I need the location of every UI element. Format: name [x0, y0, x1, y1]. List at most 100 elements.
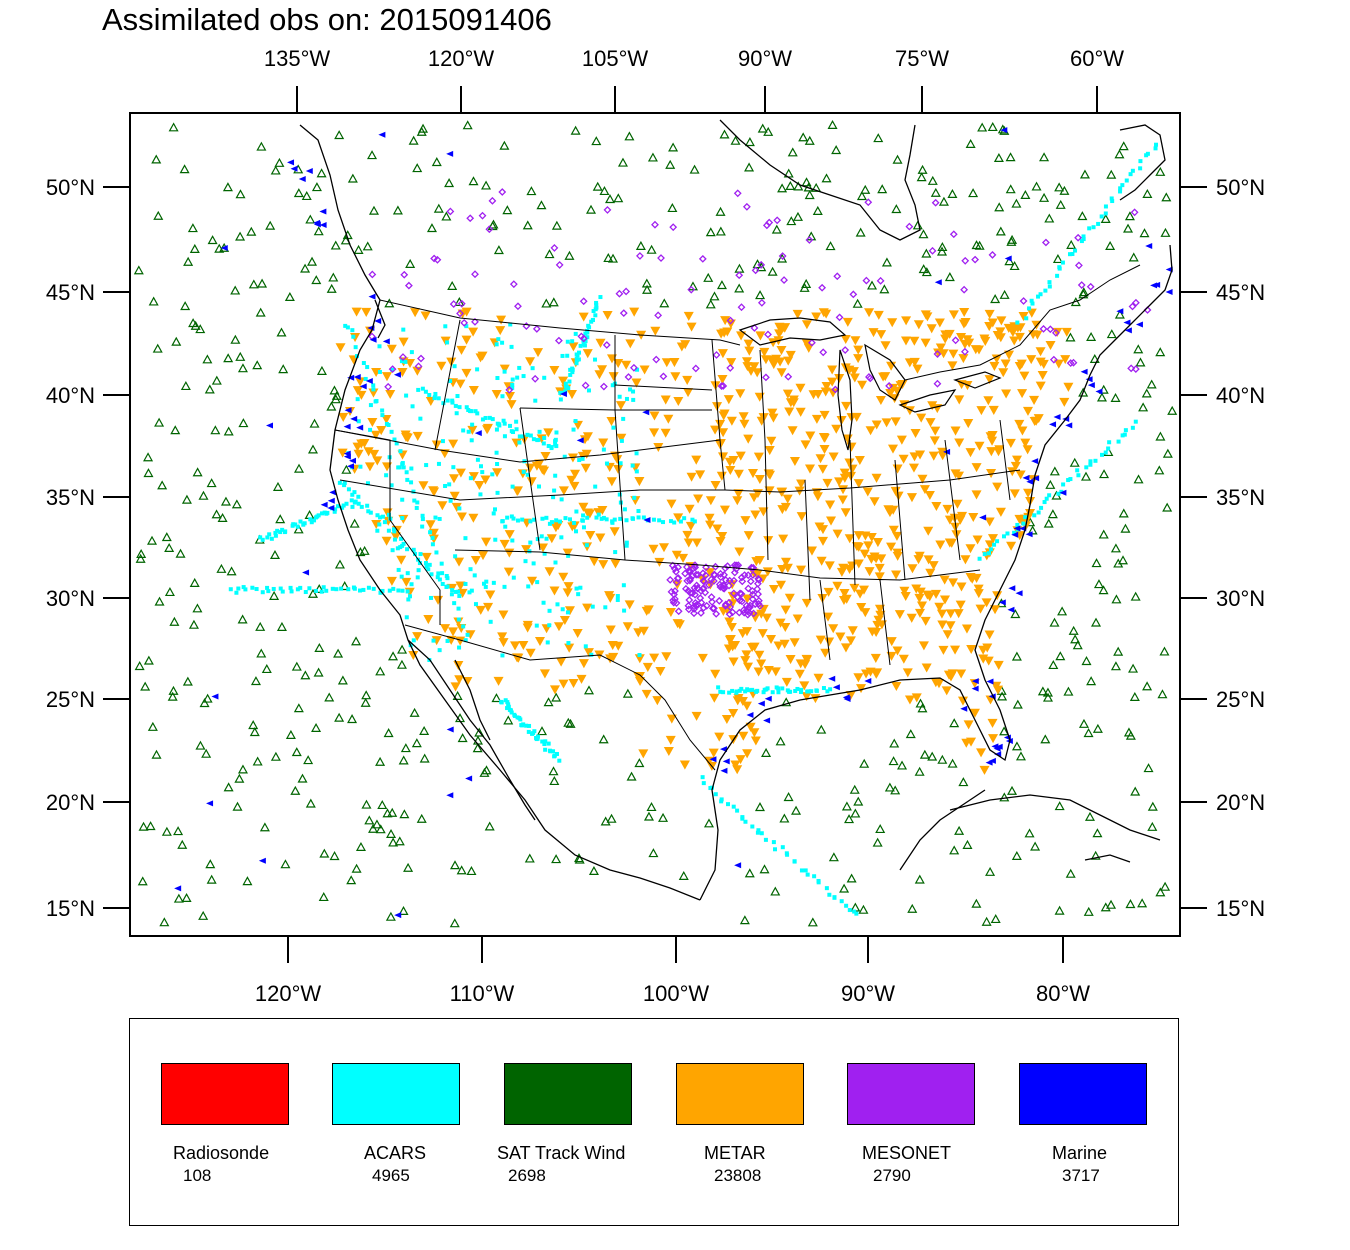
metar-marker	[1061, 327, 1072, 337]
sat-wind-marker	[962, 839, 973, 849]
acars-marker	[420, 524, 425, 529]
acars-marker	[384, 473, 389, 478]
acars-marker	[617, 394, 622, 399]
sat-wind-marker	[230, 285, 241, 295]
metar-marker	[991, 354, 1002, 364]
sat-wind-marker	[1007, 785, 1018, 795]
metar-marker	[754, 650, 765, 660]
metar-marker	[572, 628, 583, 638]
acars-marker	[445, 398, 450, 403]
acars-marker	[377, 522, 382, 527]
legend-swatch	[676, 1063, 804, 1125]
metar-marker	[606, 477, 617, 487]
marine-marker	[287, 159, 295, 166]
acars-marker	[443, 324, 448, 329]
metar-marker	[995, 507, 1006, 517]
sat-wind-marker	[153, 210, 164, 220]
bottom-lon-label: 100°W	[643, 981, 710, 1006]
metar-marker	[735, 755, 746, 765]
right-lat-label: 45°N	[1216, 280, 1265, 305]
metar-marker	[741, 701, 752, 711]
metar-marker	[609, 527, 620, 537]
acars-marker	[739, 686, 744, 691]
metar-marker	[670, 372, 681, 382]
metar-marker	[781, 677, 792, 687]
acars-marker	[780, 845, 785, 850]
mesonet-marker	[692, 570, 701, 579]
metar-marker	[710, 481, 721, 491]
metar-marker	[754, 392, 765, 402]
acars-marker	[541, 441, 546, 446]
acars-marker	[787, 689, 792, 694]
mesonet-marker	[1051, 328, 1060, 337]
sat-wind-marker	[1005, 184, 1016, 194]
sat-wind-marker	[192, 467, 203, 477]
sat-wind-marker	[1114, 149, 1125, 159]
metar-marker	[337, 448, 348, 458]
sat-wind-marker	[907, 903, 918, 913]
metar-marker	[569, 481, 580, 491]
acars-marker	[1145, 151, 1150, 156]
sat-wind-marker	[744, 162, 755, 172]
sat-wind-marker	[148, 296, 159, 306]
sat-wind-marker	[643, 811, 655, 821]
acars-marker	[451, 465, 456, 470]
metar-marker	[908, 463, 919, 473]
sat-wind-marker	[1079, 169, 1090, 179]
metar-marker	[887, 318, 898, 328]
metar-marker	[351, 307, 362, 317]
acars-marker	[1153, 146, 1158, 151]
acars-marker	[585, 515, 590, 520]
metar-marker	[386, 576, 397, 586]
acars-marker	[593, 484, 598, 489]
sat-wind-marker	[1011, 741, 1022, 751]
metar-marker	[396, 555, 407, 565]
sat-wind-marker	[154, 417, 165, 427]
sat-wind-marker	[375, 666, 386, 676]
acars-marker	[401, 327, 406, 332]
sat-wind-marker	[1092, 723, 1103, 733]
acars-marker	[555, 602, 560, 607]
metar-marker	[955, 600, 966, 610]
metar-marker	[840, 508, 851, 518]
acars-marker	[423, 561, 428, 566]
metar-marker	[819, 444, 830, 454]
metar-marker	[1029, 395, 1040, 405]
acars-marker	[1120, 433, 1125, 438]
acars-marker	[502, 369, 507, 374]
acars-marker	[483, 415, 488, 420]
metar-marker	[860, 608, 871, 618]
metar-marker	[900, 591, 911, 601]
acars-marker	[511, 430, 516, 435]
sat-wind-marker	[170, 425, 181, 435]
metar-marker	[1015, 323, 1026, 333]
acars-marker	[365, 481, 370, 486]
mesonet-marker	[652, 355, 661, 364]
sat-wind-marker	[1069, 457, 1080, 467]
legend-item-radiosonde: Radiosonde 108	[161, 1019, 341, 1219]
sat-wind-marker	[846, 873, 857, 883]
metar-marker	[801, 654, 812, 664]
mesonet-marker	[702, 563, 710, 572]
acars-marker	[560, 390, 565, 395]
metar-marker	[570, 469, 581, 479]
metar-marker	[1035, 347, 1046, 357]
sat-wind-marker	[914, 766, 925, 776]
metar-marker	[817, 464, 828, 474]
metar-marker	[768, 413, 779, 423]
california-nevada	[334, 429, 441, 625]
mesonet-marker	[630, 363, 638, 372]
metar-marker	[533, 348, 544, 358]
sat-wind-marker	[844, 814, 855, 824]
acars-marker	[430, 535, 435, 540]
sat-wind-marker	[1133, 474, 1144, 484]
metar-marker	[880, 341, 891, 351]
marine-marker	[346, 463, 354, 470]
sat-wind-marker	[1106, 329, 1117, 339]
acars-marker	[356, 494, 361, 499]
sat-wind-marker	[1020, 189, 1031, 199]
sat-wind-marker	[383, 728, 394, 738]
metar-marker	[361, 307, 372, 317]
metar-marker	[716, 329, 727, 339]
marine-marker	[1049, 421, 1057, 428]
